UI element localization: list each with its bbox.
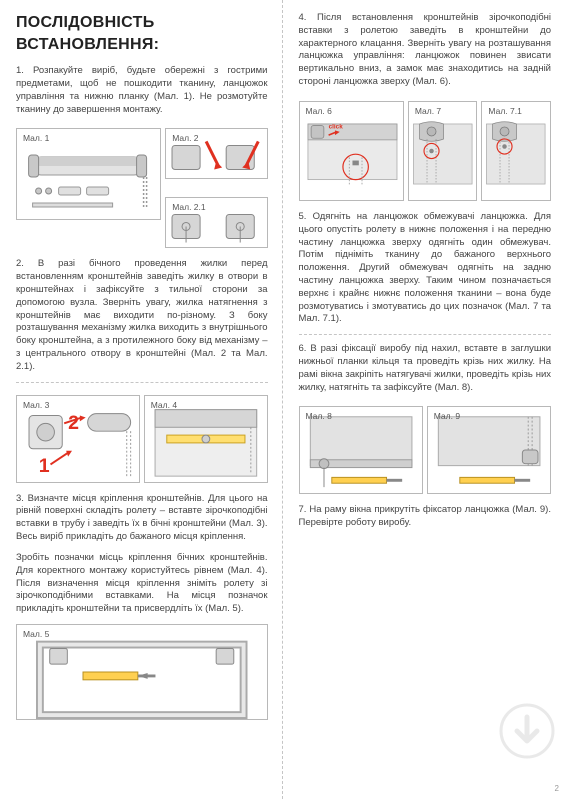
figure-8: Мал. 8	[299, 406, 423, 494]
fig-5-label: Мал. 5	[23, 629, 49, 640]
fig-21-label: Мал. 2.1	[172, 202, 205, 213]
figure-1: Мал. 1	[16, 128, 161, 220]
figure-7: Мал. 7	[408, 101, 478, 201]
fig-6-label: Мал. 6	[306, 106, 332, 117]
step-1-text: 1. Розпакуйте виріб, будьте обережні з г…	[16, 65, 268, 116]
figure-5: Мал. 5	[16, 624, 268, 720]
page-number: 2	[555, 784, 559, 795]
figure-7-1: Мал. 7.1	[481, 101, 551, 201]
fig-row-4: Мал. 8 Мал. 9	[299, 402, 552, 504]
watermark-icon	[499, 703, 555, 759]
click-label: click	[328, 124, 343, 131]
fig-row-2: Мал. 3 2 1 Мал. 4	[16, 391, 268, 493]
figure-2: Мал. 2	[165, 128, 267, 179]
fig-row-1: Мал. 1 Мал. 2	[16, 124, 268, 258]
fig-row-3: Мал. 6 click Мал. 7	[299, 97, 552, 211]
figure-4: Мал. 4	[144, 395, 268, 483]
divider-left-1	[16, 382, 268, 383]
fig-1-label: Мал. 1	[23, 133, 49, 144]
fig-8-label: Мал. 8	[306, 411, 332, 422]
step-2-text: 2. В разі бічного проведення жилки перед…	[16, 258, 268, 373]
step-3b-text: Зробіть позначки місць кріплення бічних …	[16, 552, 268, 616]
fig-4-label: Мал. 4	[151, 400, 177, 411]
figure-3: Мал. 3 2 1	[16, 395, 140, 483]
page-title: ПОСЛІДОВНІСТЬ ВСТАНОВЛЕННЯ:	[16, 12, 268, 55]
fig-5-svg	[17, 625, 267, 719]
step-5-text: 5. Одягніть на ланцюжок обмежувачі ланцю…	[299, 211, 552, 326]
fig-7-label: Мал. 7	[415, 106, 441, 117]
fig-2-label: Мал. 2	[172, 133, 198, 144]
figure-6: Мал. 6 click	[299, 101, 404, 201]
fig-3-label: Мал. 3	[23, 400, 49, 411]
step-4-text: 4. Після встановлення кронштейнів зірочк…	[299, 12, 552, 89]
svg-text:2: 2	[68, 412, 79, 434]
step-6-text: 6. В разі фіксації виробу під нахил, вст…	[299, 343, 552, 394]
figure-9: Мал. 9	[427, 406, 551, 494]
divider-right-1	[299, 334, 552, 335]
svg-text:1: 1	[39, 455, 50, 477]
right-column: 4. Після встановлення кронштейнів зірочк…	[283, 0, 565, 799]
left-column: ПОСЛІДОВНІСТЬ ВСТАНОВЛЕННЯ: 1. Розпакуйт…	[0, 0, 283, 799]
fig-9-label: Мал. 9	[434, 411, 460, 422]
step-7-text: 7. На раму вікна прикрутіть фіксатор лан…	[299, 504, 552, 530]
step-3a-text: 3. Визначте місця кріплення кронштейнів.…	[16, 493, 268, 544]
figure-2-1: Мал. 2.1	[165, 197, 267, 248]
fig-71-label: Мал. 7.1	[488, 106, 521, 117]
